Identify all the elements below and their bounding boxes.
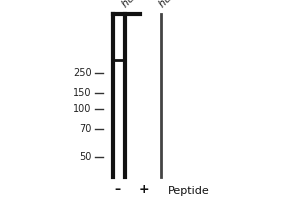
Text: +: + <box>139 183 149 196</box>
Text: human brain: human brain <box>120 0 174 9</box>
Text: 50: 50 <box>79 152 92 162</box>
Text: –: – <box>114 183 120 196</box>
Text: Peptide: Peptide <box>168 186 210 196</box>
Text: 150: 150 <box>73 88 92 98</box>
Text: 70: 70 <box>79 124 92 134</box>
Text: 250: 250 <box>73 68 92 78</box>
Text: human brain: human brain <box>158 0 211 9</box>
Text: 100: 100 <box>73 104 92 114</box>
